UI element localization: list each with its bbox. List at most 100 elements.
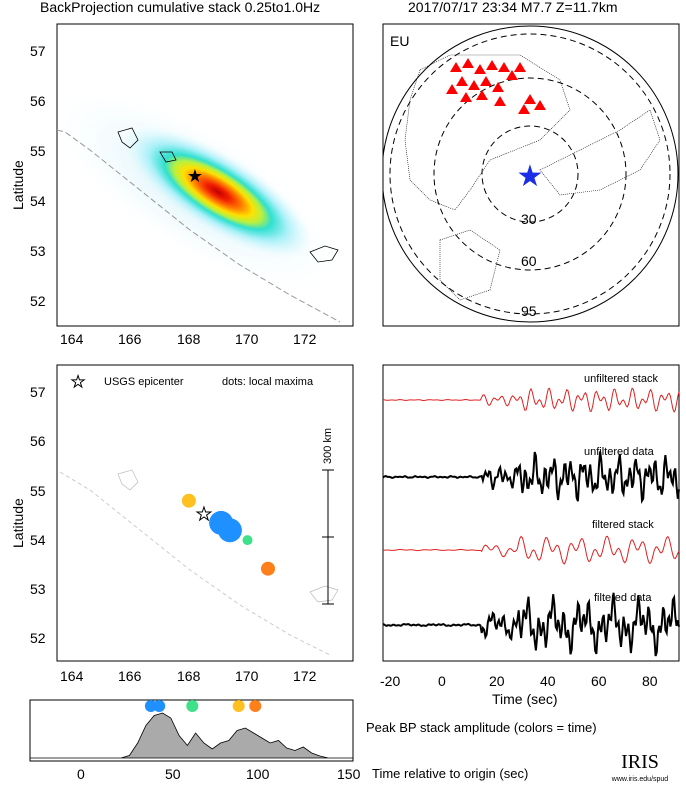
- tick-label: 56: [30, 93, 46, 109]
- maxima-dots: [181, 493, 275, 576]
- tick-label: 60: [591, 673, 607, 689]
- island-shape: [159, 151, 177, 163]
- ring-label: 60: [521, 253, 537, 269]
- map-bottom-frame: [56, 364, 354, 662]
- tick-label: 53: [30, 581, 46, 597]
- tick-label: 0: [438, 673, 446, 689]
- tick-label: 166: [118, 331, 142, 347]
- continent-outline: [539, 109, 661, 196]
- tick-label: 172: [293, 331, 317, 347]
- trench-line: [57, 129, 341, 323]
- island-shape: [309, 585, 339, 603]
- timeline-title: Peak BP stack amplitude (colors = time): [366, 720, 597, 735]
- map-bottom-yticks: 57 56 55 54 53 52: [30, 384, 46, 646]
- globe-outline: [383, 25, 679, 323]
- bp-heat-blob: [122, 125, 314, 259]
- tick-label: 54: [30, 193, 46, 209]
- chart-title: BackProjection cumulative stack 0.25to1.…: [40, 0, 320, 15]
- legend-epicenter: USGS epicenter: [104, 376, 184, 388]
- tick-label: 57: [30, 384, 46, 400]
- map-top-xticks: 164 166 168 170 172: [60, 331, 317, 347]
- epicenter-star-icon: ★: [187, 166, 203, 187]
- tick-label: 150: [337, 766, 361, 782]
- logo-url: www.iris.edu/spud: [611, 776, 669, 783]
- timeline-dots: [144, 700, 262, 712]
- scale-bar-label: 300 km: [322, 428, 334, 464]
- tick-label: 40: [540, 673, 556, 689]
- tick-label: 80: [642, 673, 658, 689]
- tick-label: -20: [380, 673, 400, 689]
- tick-label: 170: [235, 668, 259, 684]
- legend-dots: dots: local maxima: [222, 376, 314, 388]
- timeline-dot: [249, 700, 262, 712]
- iris-logo: IRIS www.iris.edu/spud: [611, 751, 669, 783]
- maxima-dot: [242, 535, 253, 546]
- continent-outline: [439, 229, 501, 301]
- local-maxima-map: ★ 300 km ★ USGS epicenter dots: local ma…: [10, 364, 354, 684]
- tick-label: 166: [118, 668, 142, 684]
- distance-ring: [481, 125, 579, 223]
- tick-label: 54: [30, 532, 46, 548]
- maxima-dot: [217, 518, 242, 543]
- trace-label: filtered data: [594, 592, 652, 604]
- station-globe: ★ EU 30 60 95: [382, 23, 680, 327]
- network-label: EU: [390, 33, 409, 49]
- tick-label: 164: [60, 668, 84, 684]
- trench-line: [59, 471, 331, 656]
- timeline-xlabel: Time relative to origin (sec): [372, 766, 528, 781]
- tick-label: 52: [30, 293, 46, 309]
- map-bottom-xticks: 164 166 168 170 172: [60, 668, 317, 684]
- x-axis-label: Time (sec): [492, 691, 558, 707]
- trace-label: filtered stack: [592, 519, 654, 531]
- maxima-dot: [181, 493, 196, 508]
- trace-label: unfiltered stack: [584, 373, 658, 385]
- tick-label: 57: [30, 43, 46, 59]
- tick-label: 55: [30, 143, 46, 159]
- tick-label: 168: [177, 668, 201, 684]
- timeline-dot: [144, 700, 157, 712]
- tick-label: 100: [246, 766, 270, 782]
- waveform-xticks: -20 0 20 40 60 80: [380, 673, 658, 689]
- tick-label: 53: [30, 243, 46, 259]
- epicenter-star-icon: ★: [517, 159, 544, 194]
- event-info: 2017/07/17 23:34 M7.7 Z=11.7km: [408, 0, 618, 15]
- island-shape: [309, 245, 339, 263]
- tick-label: 168: [177, 331, 201, 347]
- tick-label: 52: [30, 630, 46, 646]
- map-top-yticks: 57 56 55 54 53 52: [30, 43, 46, 309]
- backprojection-map: 57 56 55 54 53 52 164 166 168 170 172 La…: [10, 23, 354, 347]
- tick-label: 20: [489, 673, 505, 689]
- tick-label: 172: [293, 668, 317, 684]
- timeline-dot: [186, 700, 199, 712]
- tick-label: 50: [165, 766, 181, 782]
- timeline-dot: [153, 700, 166, 712]
- amplitude-area: [30, 712, 353, 759]
- waveform-frame: [382, 364, 680, 662]
- y-axis-label: Latitude: [10, 498, 26, 548]
- waveform-trace: [382, 535, 680, 565]
- distance-ring: [433, 77, 627, 271]
- ring-label: 30: [521, 211, 537, 227]
- island-shape: [117, 127, 139, 149]
- waveform-trace: [382, 592, 680, 657]
- waveform-trace: [382, 451, 680, 504]
- maxima-dot: [261, 561, 275, 576]
- continent-outline: [404, 54, 571, 211]
- tick-label: 0: [77, 766, 85, 782]
- waveform-traces: [382, 387, 680, 657]
- logo-text: IRIS: [621, 751, 659, 773]
- tick-label: 170: [235, 331, 259, 347]
- waveform-trace: [382, 387, 680, 414]
- station-markers: [446, 58, 546, 114]
- trace-label: unfiltered data: [584, 446, 655, 458]
- timeline-xticks: 0 50 100 150: [77, 766, 361, 782]
- distance-ring: [389, 33, 671, 315]
- legend-star-icon: ★: [71, 372, 85, 391]
- tick-label: 56: [30, 433, 46, 449]
- island-shape: [117, 469, 139, 491]
- timeline-panel: 0 50 100 150 Peak BP stack amplitude (co…: [29, 699, 597, 782]
- waveform-panel: unfiltered stack unfiltered data filtere…: [380, 364, 680, 707]
- timeline-dot: [232, 700, 245, 712]
- y-axis-label: Latitude: [10, 160, 26, 210]
